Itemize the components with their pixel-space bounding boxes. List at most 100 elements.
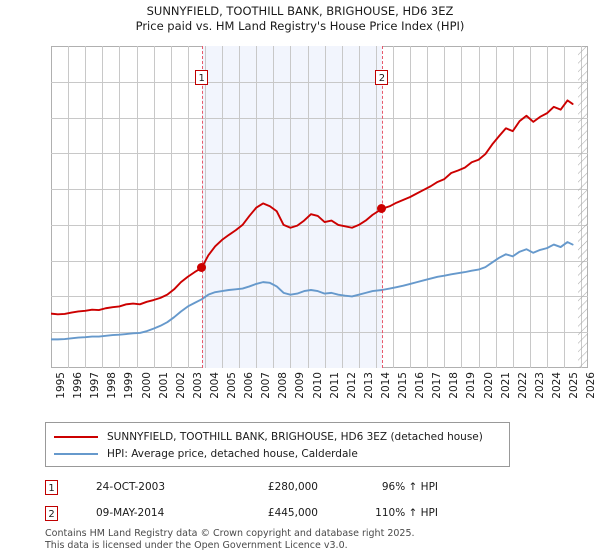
table-row[interactable]: 1 24-OCT-2003 £280,000 96% ↑ HPI	[45, 474, 505, 500]
x-axis-tick-label: 2016	[414, 372, 427, 399]
transaction-date: 24-OCT-2003	[96, 481, 165, 493]
gridline-vertical	[307, 46, 309, 368]
gridline-vertical	[410, 46, 412, 368]
gridline-vertical	[68, 46, 70, 368]
gridline-vertical	[187, 46, 189, 368]
gridline-vertical	[478, 46, 480, 368]
transaction-hpi-delta: 96% ↑ HPI	[381, 481, 438, 493]
gridline-vertical	[341, 46, 343, 368]
gridline-horizontal	[51, 332, 588, 334]
x-axis-tick-label: 2015	[397, 372, 410, 399]
gridline-vertical	[427, 46, 429, 368]
x-axis-tick-label: 2026	[585, 372, 598, 399]
x-axis-tick-label: 1996	[72, 372, 85, 399]
transaction-index-badge: 1	[45, 479, 58, 495]
x-axis-tick-label: 1998	[106, 372, 119, 399]
legend-label-hpi: HPI: Average price, detached house, Cald…	[107, 447, 358, 460]
transaction-price: £445,000	[267, 507, 318, 519]
table-row[interactable]: 2 09-MAY-2014 £445,000 110% ↑ HPI	[45, 500, 505, 526]
ownership-period-band	[201, 46, 382, 368]
legend-label-price: SUNNYFIELD, TOOTHILL BANK, BRIGHOUSE, HD…	[107, 430, 483, 443]
gridline-vertical	[546, 46, 548, 368]
x-axis-tick-label: 2008	[277, 372, 290, 399]
transactions-table: 1 24-OCT-2003 £280,000 96% ↑ HPI 2 09-MA…	[45, 474, 505, 526]
series-lines	[51, 99, 574, 341]
x-axis-tick-label: 2014	[379, 372, 392, 399]
footer-line-2: This data is licensed under the Open Gov…	[45, 540, 348, 551]
title-line-2: Price paid vs. HM Land Registry's House …	[135, 19, 465, 33]
title-line-1: SUNNYFIELD, TOOTHILL BANK, BRIGHOUSE, HD…	[146, 4, 454, 18]
x-axis-tick-label: 2012	[345, 372, 358, 399]
x-axis-tick-label: 2017	[431, 372, 444, 399]
gridline-vertical	[512, 46, 514, 368]
gridline-horizontal	[51, 296, 588, 298]
gridline-vertical	[170, 46, 172, 368]
gridline-vertical	[444, 46, 446, 368]
series-line	[51, 99, 574, 316]
transaction-price: £280,000	[267, 481, 318, 493]
gridline-horizontal	[51, 81, 588, 83]
page-title: SUNNYFIELD, TOOTHILL BANK, BRIGHOUSE, HD…	[0, 4, 600, 34]
x-axis-tick-label: 2007	[260, 372, 273, 399]
gridline-vertical	[495, 46, 497, 368]
x-axis-tick-label: 2005	[226, 372, 239, 399]
gridline-horizontal	[51, 260, 588, 262]
x-axis-tick-label: 2020	[482, 372, 495, 399]
gridline-vertical	[222, 46, 224, 368]
legend-item-hpi: HPI: Average price, detached house, Cald…	[54, 445, 501, 462]
series-line	[51, 241, 574, 341]
x-axis-tick-label: 2001	[157, 372, 170, 399]
footer-line-1: Contains HM Land Registry data © Crown c…	[45, 528, 415, 539]
gridline-vertical	[564, 46, 566, 368]
transaction-marker-dot[interactable]	[377, 204, 387, 214]
x-axis-tick-label: 2024	[550, 372, 563, 399]
gridline-vertical	[85, 46, 87, 368]
gridline-vertical	[119, 46, 121, 368]
legend-item-price: SUNNYFIELD, TOOTHILL BANK, BRIGHOUSE, HD…	[54, 428, 501, 445]
gridline-vertical	[529, 46, 531, 368]
gridline-vertical	[324, 46, 326, 368]
gridline-vertical	[358, 46, 360, 368]
transaction-marker-line	[201, 46, 203, 368]
gridline-vertical	[102, 46, 104, 368]
gridline-vertical	[375, 46, 377, 368]
footer-attribution: Contains HM Land Registry data © Crown c…	[45, 528, 585, 552]
gridline-horizontal	[51, 224, 588, 226]
chart-legend: SUNNYFIELD, TOOTHILL BANK, BRIGHOUSE, HD…	[45, 422, 510, 467]
x-axis-tick-label: 2004	[208, 372, 221, 399]
transaction-hpi-delta: 110% ↑ HPI	[375, 507, 438, 519]
gridline-vertical	[273, 46, 275, 368]
x-axis-tick-label: 2011	[328, 372, 341, 399]
x-axis-tick-label: 2000	[140, 372, 153, 399]
gridline-vertical	[290, 46, 292, 368]
x-axis-labels: 1995 1996 1997 1998 1999 2000 2001 2002 2003 2004…	[51, 372, 597, 418]
legend-swatch-hpi	[54, 452, 98, 455]
transaction-marker-badge[interactable]: 2	[375, 70, 389, 85]
gridline-horizontal	[51, 189, 588, 191]
gridline-vertical	[136, 46, 138, 368]
x-axis-tick-label: 2022	[516, 372, 529, 399]
x-axis-tick-label: 2018	[448, 372, 461, 399]
x-axis-tick-label: 2010	[311, 372, 324, 399]
legend-swatch-price	[54, 435, 98, 438]
x-axis-tick-label: 2002	[174, 372, 187, 399]
gridline-horizontal	[51, 117, 588, 119]
transaction-marker-badge[interactable]: 1	[195, 70, 209, 85]
x-axis-tick-label: 2009	[294, 372, 307, 399]
transaction-index-badge: 2	[45, 505, 58, 521]
x-axis-tick-label: 2021	[499, 372, 512, 399]
gridline-vertical	[461, 46, 463, 368]
gridline-vertical	[239, 46, 241, 368]
transaction-date: 09-MAY-2014	[96, 507, 165, 519]
gridline-vertical	[204, 46, 206, 368]
x-axis-tick-label: 2025	[568, 372, 581, 399]
gridline-vertical	[153, 46, 155, 368]
gridline-vertical	[393, 46, 395, 368]
x-axis-tick-label: 1997	[89, 372, 102, 399]
x-axis-tick-label: 2013	[362, 372, 375, 399]
x-axis-tick-label: 2003	[191, 372, 204, 399]
x-axis-tick-label: 1999	[123, 372, 136, 399]
transaction-marker-dot[interactable]	[197, 263, 207, 273]
gridline-horizontal	[51, 153, 588, 155]
